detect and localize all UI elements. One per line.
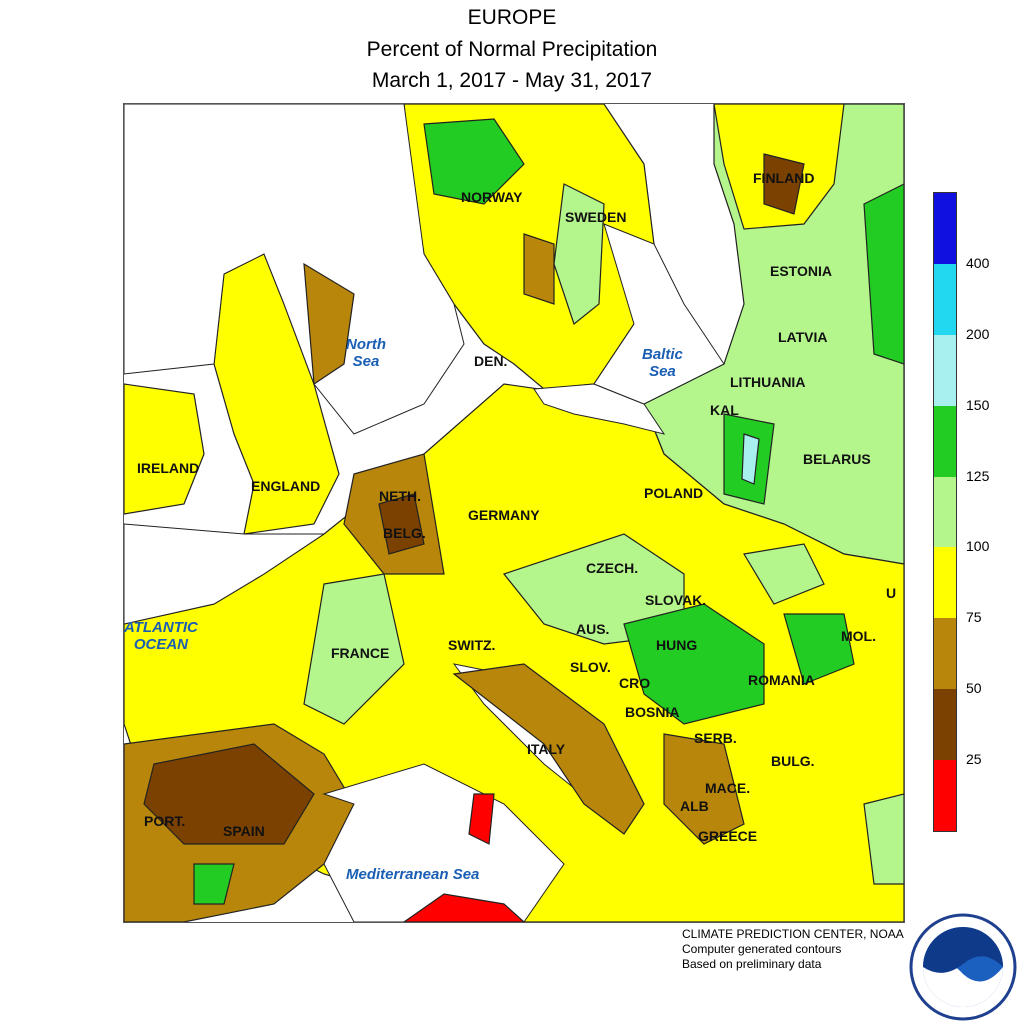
legend-tick-label: 25 <box>966 751 982 768</box>
label-czech: CZECH. <box>586 560 639 576</box>
anomaly-patches <box>143 118 904 922</box>
label-bulg: BULG. <box>771 753 815 769</box>
label-slovak: SLOVAK. <box>645 592 707 608</box>
legend-swatch <box>934 760 956 831</box>
label-lithuania: LITHUANIA <box>730 374 806 390</box>
map-subtitle: Percent of Normal Precipitation <box>366 38 658 61</box>
label-sweden: SWEDEN <box>565 209 627 225</box>
noaa-logo-icon <box>909 913 1017 1021</box>
label-finland: FINLAND <box>753 170 815 186</box>
legend-tick-label: 150 <box>966 396 990 413</box>
sea-layer <box>124 104 725 922</box>
legend-swatch <box>934 193 956 264</box>
label-den: DEN. <box>474 353 508 369</box>
legend-swatch <box>934 547 956 619</box>
credit-line-2: Computer generated contours <box>682 942 842 956</box>
legend-tick-label: 75 <box>966 609 982 626</box>
label-greece: GREECE <box>698 828 758 844</box>
label-hung: HUNG <box>656 637 698 653</box>
label-spain: SPAIN <box>223 823 265 839</box>
label-bosnia: BOSNIA <box>625 704 680 720</box>
label-germany: GERMANY <box>468 507 540 523</box>
label-mol: MOL. <box>841 628 876 644</box>
label-romania: ROMANIA <box>748 672 815 688</box>
label-baltic-sea: Baltic Sea <box>642 346 683 380</box>
legend-tick-label: 400 <box>966 254 990 271</box>
label-belarus: BELARUS <box>803 451 871 467</box>
label-italy: ITALY <box>527 741 566 757</box>
label-france: FRANCE <box>331 645 390 661</box>
legend-swatch <box>934 618 956 690</box>
label-alb: ALB <box>680 798 709 814</box>
label-neth: NETH. <box>379 488 421 504</box>
credits-block: CLIMATE PREDICTION CENTER, NOAA Computer… <box>682 927 904 972</box>
label-belg: BELG. <box>383 525 426 541</box>
credit-line-3: Based on preliminary data <box>682 957 822 971</box>
legend-swatch <box>934 334 956 406</box>
ireland-region <box>124 383 205 515</box>
label-port: PORT. <box>144 813 186 829</box>
label-aus: AUS. <box>576 621 610 637</box>
credit-line-1: CLIMATE PREDICTION CENTER, NOAA <box>682 927 904 941</box>
legend-tick-label: 50 <box>966 680 982 697</box>
label-kal: KAL <box>710 402 739 418</box>
color-legend <box>933 192 957 832</box>
label-cro: CRO <box>619 675 651 691</box>
legend-swatch <box>934 689 956 761</box>
precipitation-map: NORWAY SWEDEN FINLAND ESTONIA LATVIA LIT… <box>123 103 905 923</box>
label-england: ENGLAND <box>251 478 321 494</box>
map-canvas <box>124 104 904 922</box>
legend-tick-label: 100 <box>966 538 990 555</box>
label-serb: SERB. <box>694 730 737 746</box>
legend-swatch <box>934 476 956 548</box>
label-mace: MACE. <box>705 780 751 796</box>
label-poland: POLAND <box>644 485 704 501</box>
label-estonia: ESTONIA <box>770 263 832 279</box>
map-title: EUROPE <box>467 6 557 29</box>
legend-swatch <box>934 263 956 335</box>
label-north-sea: North Sea <box>346 336 386 370</box>
label-norway: NORWAY <box>461 189 523 205</box>
label-ireland: IRELAND <box>137 460 200 476</box>
legend-tick-label: 200 <box>966 325 990 342</box>
label-ukraine: U <box>886 585 897 601</box>
label-slov: SLOV. <box>570 659 611 675</box>
label-atlantic-ocean: ATLANTIC OCEAN <box>124 619 198 653</box>
label-switz: SWITZ. <box>448 637 496 653</box>
legend-tick-label: 125 <box>966 467 990 484</box>
label-latvia: LATVIA <box>778 329 828 345</box>
label-mediterranean-sea: Mediterranean Sea <box>346 866 480 883</box>
legend-swatch <box>934 405 956 477</box>
map-date-range: March 1, 2017 - May 31, 2017 <box>371 69 653 92</box>
